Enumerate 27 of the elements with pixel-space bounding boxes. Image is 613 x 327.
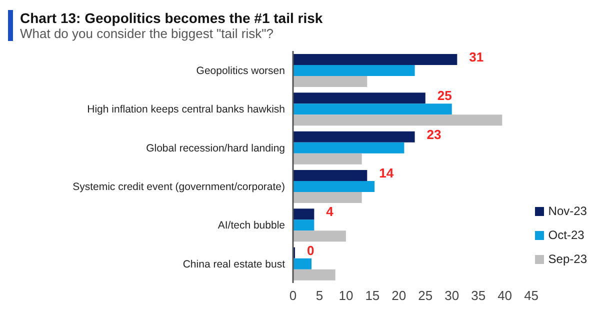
y-tick-label: AI/tech bubble: [218, 220, 286, 232]
text: What do you consider the biggest "tail risk"?: [20, 26, 274, 41]
legend-label: Sep-23: [548, 252, 587, 266]
x-tick-label: 5: [316, 288, 324, 304]
x-tick-label: 20: [392, 288, 406, 304]
x-tick-label: 30: [444, 288, 460, 304]
text: Chart 13: Geopolitics becomes the #1 tail risk: [20, 10, 323, 26]
x-tick-label: 15: [365, 288, 380, 304]
y-tick-label: Global recession/hard landing: [146, 142, 286, 154]
y-tick-label: China real estate bust: [182, 258, 286, 270]
data-label: 14: [379, 166, 394, 180]
x-tick-label: 25: [418, 288, 433, 304]
data-label: 23: [426, 126, 442, 142]
legend-label: Oct-23: [548, 228, 584, 242]
x-tick-label: 10: [338, 288, 354, 304]
data-label: 25: [437, 88, 452, 104]
y-tick-label: Systemic credit event (government/corporate): [72, 181, 285, 194]
y-tick-label: Geopolitics worsen: [196, 65, 286, 78]
x-tick-label: 0: [289, 288, 297, 304]
x-tick-label: 40: [498, 288, 512, 304]
x-tick-label: 45: [524, 288, 539, 304]
data-label: 4: [326, 204, 334, 220]
x-tick-label: 35: [471, 288, 486, 304]
legend-label: Nov-23: [548, 204, 587, 218]
data-label: 0: [307, 242, 314, 258]
data-label: 31: [469, 50, 484, 64]
y-tick-label: High inflation keeps central banks hawkish: [87, 104, 286, 116]
